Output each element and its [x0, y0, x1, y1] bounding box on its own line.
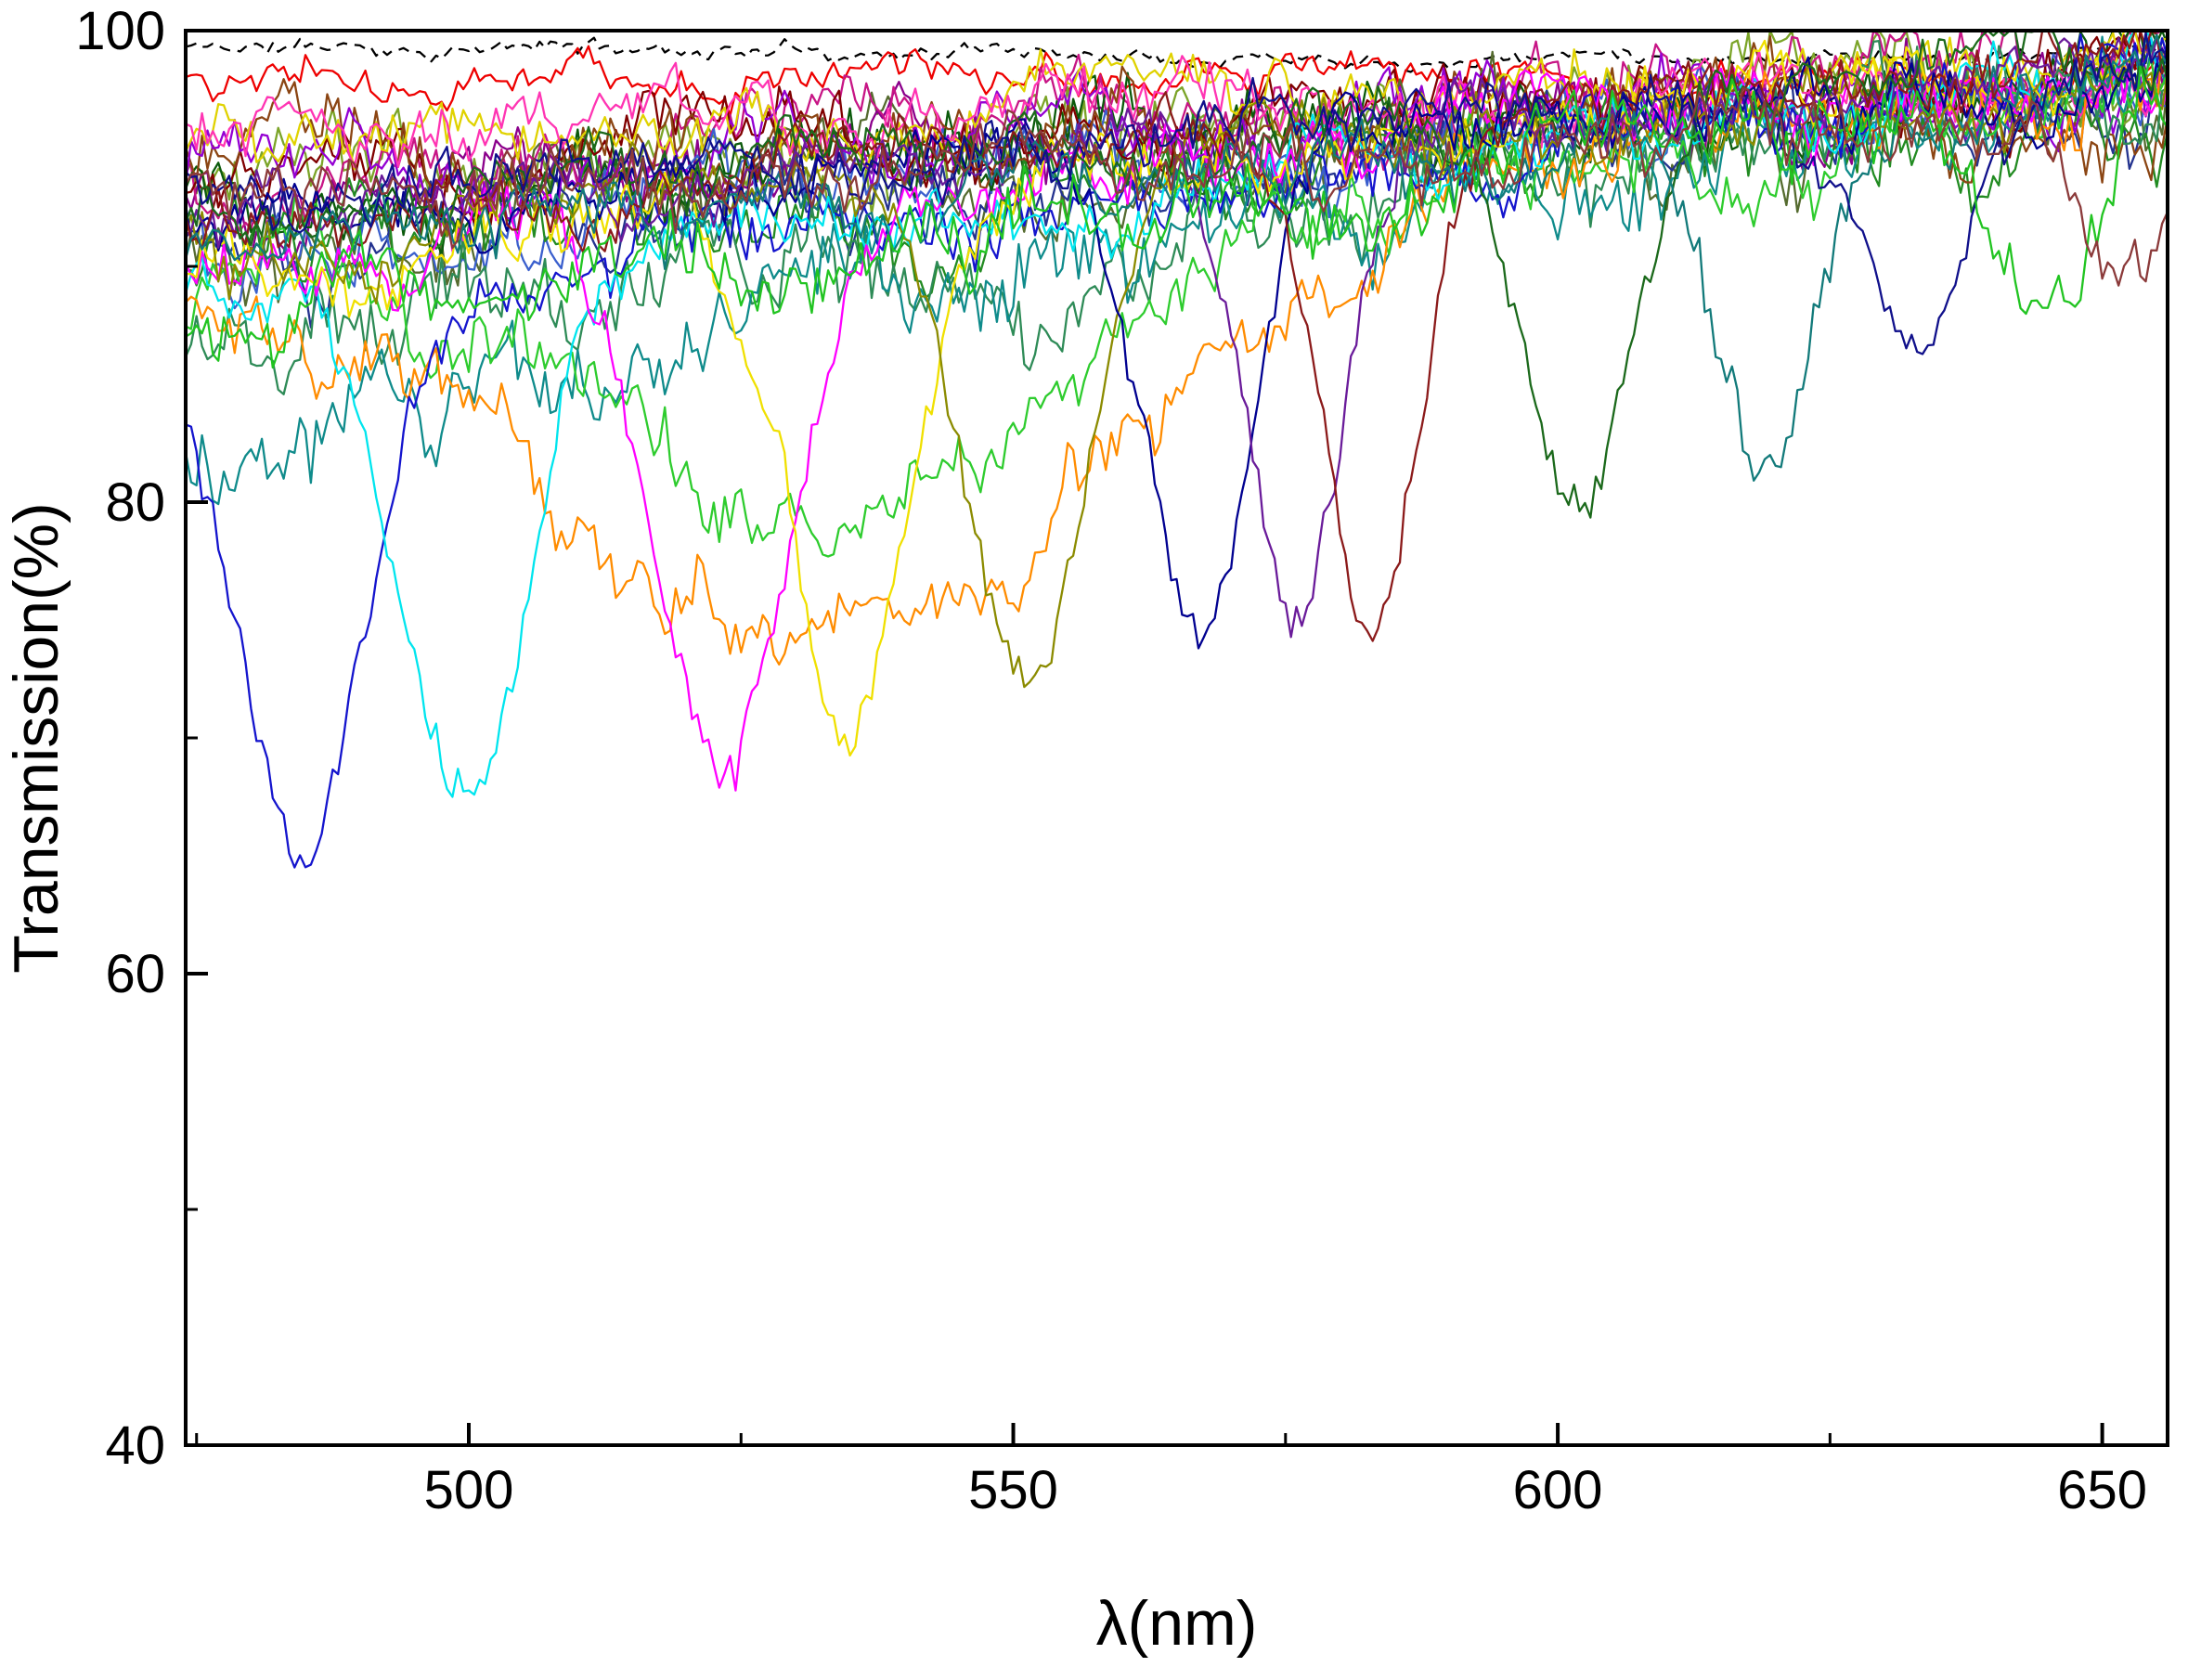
series-dip-567: [186, 44, 2168, 650]
series-group: [186, 31, 2168, 869]
series-trace-black-dashed: [186, 36, 2168, 73]
axes-group: 500 550 600 650 40 60 80 100 λ(nm) Transmission(%…: [1, 1, 2147, 1659]
y-axis-title: Transmission(%): [1, 502, 71, 974]
y-axis-tick-label: 40: [105, 1415, 165, 1476]
series-dip-633: [186, 31, 2168, 355]
series-broad-orange: [186, 51, 2168, 666]
x-axis-tick-label: 550: [968, 1460, 1058, 1520]
x-axis-title: λ(nm): [1096, 1588, 1258, 1659]
series-dip-583: [186, 31, 2168, 642]
y-axis-tick-label: 60: [105, 944, 165, 1004]
y-axis-tick-label: 100: [75, 1, 165, 61]
series-broad-green: [186, 58, 2168, 558]
series-dip-500: [186, 31, 2168, 798]
x-axis-tick-label: 500: [424, 1460, 514, 1520]
x-axis-tick-label: 600: [1513, 1460, 1603, 1520]
x-axis-tick-label: 650: [2057, 1460, 2147, 1520]
y-axis-tick-label: 80: [105, 472, 165, 533]
series-dip-651: [186, 86, 2168, 287]
